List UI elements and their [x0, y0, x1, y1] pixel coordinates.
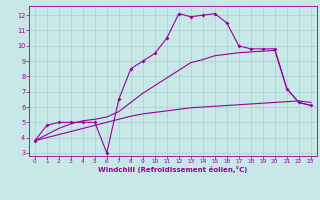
X-axis label: Windchill (Refroidissement éolien,°C): Windchill (Refroidissement éolien,°C) [98, 166, 247, 173]
